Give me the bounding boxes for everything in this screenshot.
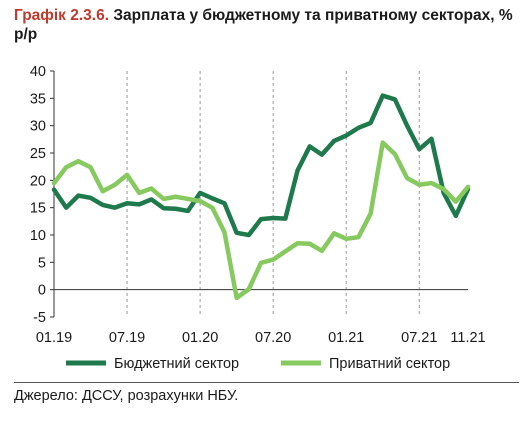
y-tick-label: 20	[30, 173, 46, 189]
y-tick-label: 30	[30, 119, 46, 135]
legend-label-budget: Бюджетний сектор	[114, 356, 239, 372]
x-tick-label: 07.20	[255, 330, 291, 346]
x-tick-label: 01.20	[182, 330, 218, 346]
x-tick-label: 07.21	[401, 330, 437, 346]
y-tick-label: 10	[30, 228, 46, 244]
x-tick-label: 01.21	[328, 330, 364, 346]
series-layer	[51, 93, 471, 301]
legend: Бюджетний сектор Приватний сектор	[66, 356, 450, 372]
y-tick-label: 35	[30, 91, 46, 107]
y-tick-label: -5	[33, 310, 46, 326]
y-tick-label: 25	[30, 146, 46, 162]
figure-title: Зарплата у бюджетному та приватному сект…	[14, 7, 513, 43]
source-note: Джерело: ДССУ, розрахунки НБУ.	[14, 388, 239, 404]
figure-title-block: Графік 2.3.6. Зарплата у бюджетному та п…	[14, 6, 519, 44]
figure-number: Графік 2.3.6.	[14, 7, 109, 24]
legend-label-private: Приватний сектор	[329, 356, 450, 372]
series-line-private	[51, 140, 471, 301]
x-tick-label: 01.19	[36, 330, 72, 346]
series-line-budget	[51, 93, 471, 238]
x-tick-label: 07.19	[109, 330, 145, 346]
y-tick-label: 0	[38, 283, 46, 299]
line-chart: -5 0 5 10 15 20 25 30 35 40 01.19 07.19 01.20 07.20 01…	[30, 64, 486, 372]
source-divider	[14, 382, 519, 383]
y-tick-label: 40	[30, 64, 46, 80]
axis-layer: -5 0 5 10 15 20 25 30 35 40 01.19 07.19 01.20 07.20 01…	[30, 64, 486, 346]
y-tick-label: 15	[30, 201, 46, 217]
x-tick-label: 11.21	[450, 330, 485, 346]
y-tick-label: 5	[38, 255, 46, 271]
